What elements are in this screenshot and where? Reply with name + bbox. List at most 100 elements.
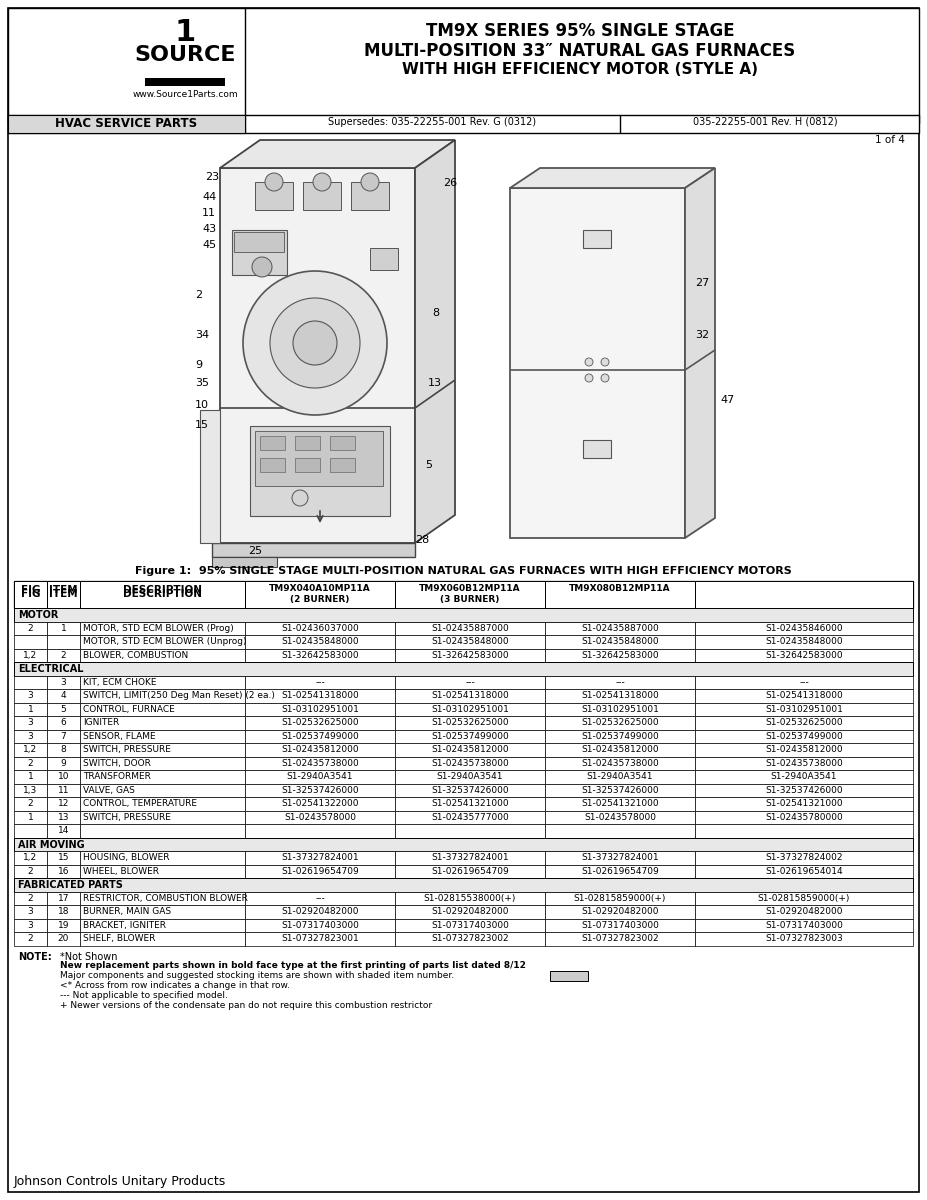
Bar (395, 784, 545, 797)
Text: 1,2: 1,2 (23, 853, 38, 863)
Text: *Not Shown: *Not Shown (60, 952, 118, 961)
Bar (395, 824, 545, 838)
Bar (14, 608, 913, 622)
Circle shape (601, 374, 609, 382)
Text: 28: 28 (415, 535, 429, 545)
Bar (395, 918, 545, 932)
Bar (14, 892, 47, 905)
Bar (695, 810, 913, 824)
Bar (395, 905, 545, 918)
Text: S1-02920482000: S1-02920482000 (581, 907, 659, 917)
Bar (695, 932, 913, 946)
Text: S1-02435848000: S1-02435848000 (281, 637, 359, 647)
Circle shape (243, 271, 387, 415)
Text: S1-37327824002: S1-37327824002 (766, 853, 843, 863)
Bar (14, 864, 47, 878)
Text: S1-02435780000: S1-02435780000 (765, 812, 843, 822)
Text: 9: 9 (60, 758, 67, 768)
Text: FIG: FIG (20, 589, 40, 599)
Text: S1-07317403000: S1-07317403000 (765, 920, 843, 930)
Bar (330, 436, 355, 450)
Bar (234, 232, 284, 252)
Circle shape (585, 374, 593, 382)
Circle shape (361, 173, 379, 191)
Bar (47, 918, 80, 932)
Bar (200, 410, 220, 542)
Text: Johnson Controls Unitary Products: Johnson Controls Unitary Products (14, 1175, 226, 1188)
Text: 32: 32 (695, 330, 709, 340)
Bar (250, 426, 390, 516)
Text: 15: 15 (57, 853, 70, 863)
Bar (245, 743, 395, 756)
Bar (395, 702, 545, 716)
Bar (80, 892, 245, 905)
Text: TM9X060B12MP11A: TM9X060B12MP11A (419, 584, 521, 593)
Text: ---: --- (315, 678, 324, 686)
Text: 2: 2 (28, 799, 33, 809)
Bar (80, 648, 245, 662)
Text: S1-02435887000: S1-02435887000 (431, 624, 509, 632)
Bar (80, 581, 245, 608)
Text: 17: 17 (57, 894, 70, 902)
Bar (695, 676, 913, 689)
Bar (545, 635, 695, 648)
Bar (80, 932, 245, 946)
Bar (14, 851, 47, 864)
Text: 5: 5 (425, 460, 432, 470)
Text: S1-02619654709: S1-02619654709 (431, 866, 509, 876)
Text: S1-02541321000: S1-02541321000 (765, 799, 843, 809)
Text: SWITCH, PRESSURE: SWITCH, PRESSURE (83, 812, 171, 822)
Text: 2: 2 (195, 290, 202, 300)
Text: 3: 3 (28, 691, 33, 701)
Text: SOURCE: SOURCE (134, 44, 235, 65)
Bar (695, 702, 913, 716)
Bar (695, 581, 913, 608)
Bar (695, 892, 913, 905)
Bar (80, 676, 245, 689)
Bar (695, 743, 913, 756)
Text: S1-32537426000: S1-32537426000 (765, 786, 843, 794)
Bar (80, 851, 245, 864)
Text: 2: 2 (60, 650, 67, 660)
Text: BRACKET, IGNITER: BRACKET, IGNITER (83, 920, 166, 930)
Text: 8: 8 (432, 308, 439, 318)
Text: ITEM: ITEM (49, 584, 78, 595)
Text: ---: --- (799, 678, 809, 686)
Text: S1-02541322000: S1-02541322000 (281, 799, 359, 809)
Text: CONTROL, TEMPERATURE: CONTROL, TEMPERATURE (83, 799, 197, 809)
Bar (47, 702, 80, 716)
Bar (545, 797, 695, 810)
Bar (245, 918, 395, 932)
Text: S1-02619654014: S1-02619654014 (765, 866, 843, 876)
Text: S1-02920482000: S1-02920482000 (766, 907, 843, 917)
Bar (245, 730, 395, 743)
Bar (80, 824, 245, 838)
Text: TM9X SERIES 95% SINGLE STAGE: TM9X SERIES 95% SINGLE STAGE (425, 22, 734, 40)
Bar (245, 892, 395, 905)
Text: 13: 13 (428, 378, 442, 388)
Bar (695, 851, 913, 864)
Text: ---: --- (465, 678, 475, 686)
Text: S1-02532625000: S1-02532625000 (281, 719, 359, 727)
Text: + Newer versions of the condensate pan do not require this combustion restrictor: + Newer versions of the condensate pan d… (60, 1002, 432, 1010)
Bar (295, 436, 320, 450)
Text: 45: 45 (202, 240, 216, 250)
Text: WHEEL, BLOWER: WHEEL, BLOWER (83, 866, 159, 876)
Text: S1-02435812000: S1-02435812000 (765, 745, 843, 755)
Bar (695, 635, 913, 648)
Text: 35: 35 (195, 378, 209, 388)
Text: S1-2940A3541: S1-2940A3541 (770, 773, 837, 781)
Bar (395, 797, 545, 810)
Circle shape (252, 257, 272, 277)
Bar (545, 932, 695, 946)
Text: 1: 1 (28, 773, 33, 781)
Text: S1-07327823003: S1-07327823003 (765, 935, 843, 943)
Bar (47, 810, 80, 824)
Text: S1-03102951001: S1-03102951001 (581, 704, 659, 714)
Bar (47, 581, 80, 608)
Text: 14: 14 (57, 827, 70, 835)
Text: www.Source1Parts.com: www.Source1Parts.com (133, 90, 238, 98)
Bar (583, 440, 611, 458)
Text: 4: 4 (60, 691, 67, 701)
Bar (395, 770, 545, 784)
